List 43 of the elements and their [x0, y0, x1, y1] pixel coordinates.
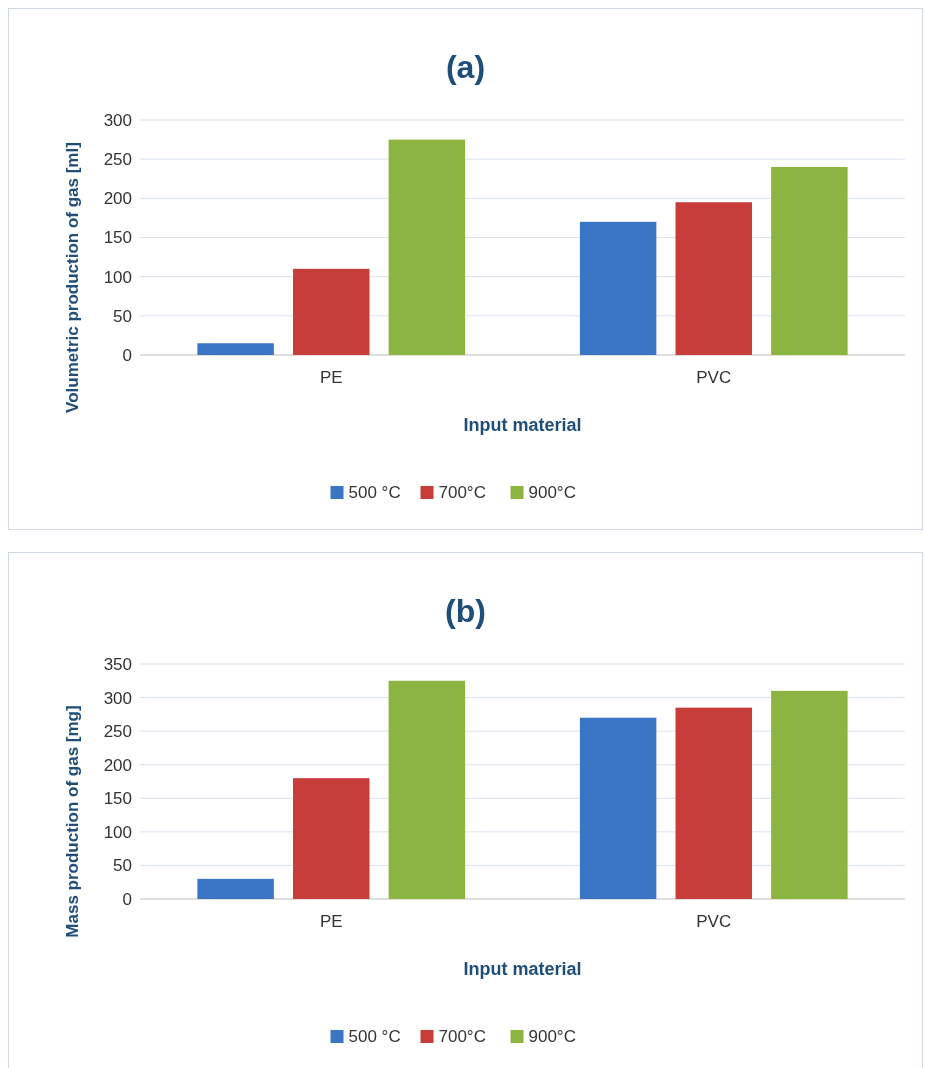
bar: [388, 139, 466, 355]
y-tick-label: 100: [103, 267, 132, 287]
y-tick-label: 0: [122, 889, 132, 909]
y-tick-label: 150: [103, 228, 132, 248]
y-tick-label: 50: [113, 856, 132, 876]
y-tick-label: 300: [103, 688, 132, 708]
legend-label: 900°C: [528, 1027, 576, 1047]
y-tick-label: 200: [103, 755, 132, 775]
y-tick-label: 250: [103, 722, 132, 742]
legend-label: 700°C: [438, 483, 486, 503]
bar: [293, 778, 370, 899]
y-tick-label: 50: [113, 306, 132, 326]
bar: [771, 167, 848, 355]
y-tick-label: 250: [103, 150, 132, 170]
bar: [675, 707, 752, 899]
bar: [197, 343, 274, 355]
y-axis-title: Volumetric production of gas [ml]: [63, 142, 82, 413]
y-tick-label: 100: [103, 822, 132, 842]
y-tick-label: 150: [103, 789, 132, 809]
legend-label: 500 °C: [348, 1027, 401, 1047]
bar: [388, 680, 466, 899]
x-tick-label: PVC: [696, 912, 732, 931]
y-tick-label: 350: [103, 654, 132, 674]
x-tick-label: PE: [319, 368, 343, 387]
bar: [579, 221, 657, 355]
y-axis-title: Mass production of gas [mg]: [63, 705, 82, 938]
x-axis-title: Input material: [463, 415, 582, 435]
legend-label: 700°C: [438, 1027, 486, 1047]
legend-label: 500 °C: [348, 483, 401, 503]
x-tick-label: PE: [319, 912, 343, 931]
bar: [579, 717, 657, 899]
chart-title: (b): [445, 593, 486, 629]
y-tick-label: 200: [103, 189, 132, 209]
legend-label: 900°C: [528, 483, 576, 503]
bar: [197, 878, 274, 899]
bar: [293, 268, 370, 355]
x-tick-label: PVC: [696, 368, 732, 387]
y-tick-label: 300: [103, 110, 132, 130]
y-tick-label: 0: [122, 345, 132, 365]
bar: [675, 202, 752, 355]
x-axis-title: Input material: [463, 959, 582, 979]
bar: [771, 690, 848, 899]
chart-title: (a): [445, 49, 486, 85]
